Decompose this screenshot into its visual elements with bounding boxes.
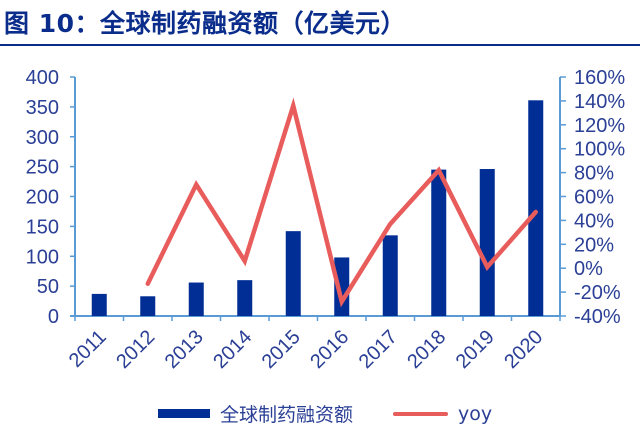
left-axis-tick-label: 250 [26, 157, 59, 179]
title-divider [0, 44, 640, 46]
legend-bar-swatch [158, 409, 210, 418]
bar [528, 100, 544, 317]
right-axis-tick-label: 0% [574, 258, 603, 280]
legend-bar-label: 全球制药融资额 [220, 404, 354, 426]
bar [285, 231, 301, 316]
x-axis: 2011 2012 2013 2014 2015 2016 2017 2018 2019 2020 [65, 315, 561, 373]
left-axis-tick-label: 200 [26, 187, 59, 209]
bar [91, 293, 107, 316]
left-axis-tick-label: 300 [26, 127, 59, 149]
bar [431, 169, 447, 316]
legend-line-swatch [393, 411, 449, 416]
x-axis-tick-label: 2019 [452, 326, 499, 373]
chart-title: 图 10：全球制药融资额（亿美元） [4, 9, 406, 38]
right-axis-tick-label: 20% [574, 234, 614, 256]
bar [479, 169, 495, 316]
bar [188, 282, 204, 316]
x-axis-tick-label: 2017 [355, 326, 402, 373]
right-axis: -40%-20%0%20%40%60%80%100%120%140%160% [559, 67, 625, 328]
left-axis-tick-label: 50 [37, 276, 59, 298]
right-axis-tick-label: -20% [574, 282, 621, 304]
x-axis-tick-label: 2020 [500, 326, 547, 373]
x-axis-tick-label: 2015 [258, 326, 305, 373]
legend-line-label: yoy [458, 402, 493, 425]
right-axis-tick-label: 160% [574, 67, 625, 89]
left-axis-tick-label: 100 [26, 246, 59, 268]
x-axis-tick-label: 2018 [403, 326, 450, 373]
right-axis-tick-label: 100% [574, 139, 625, 161]
left-axis-tick-label: 150 [26, 216, 59, 238]
right-axis-tick-label: 120% [574, 115, 625, 137]
x-axis-tick-label: 2011 [65, 326, 111, 372]
bar [237, 280, 253, 316]
line-series [145, 97, 538, 308]
right-axis-tick-label: 80% [574, 163, 614, 185]
right-axis-tick-label: 40% [574, 210, 614, 232]
right-axis-tick-label: -40% [574, 306, 621, 328]
x-axis-tick-label: 2012 [112, 326, 159, 373]
yoy-line [145, 97, 538, 308]
right-axis-tick-label: 140% [574, 91, 625, 113]
left-axis: 0 50 100 150 200 250 300 350 400 [26, 67, 76, 328]
left-axis-tick-label: 400 [26, 67, 59, 89]
legend: 全球制药融资额 yoy [158, 400, 492, 427]
right-axis-tick-label: 60% [574, 187, 614, 209]
x-axis-tick-label: 2016 [306, 326, 353, 373]
x-axis-tick-label: 2014 [209, 326, 256, 373]
bar-series [91, 100, 544, 317]
bar [334, 257, 350, 316]
bar [382, 235, 398, 316]
left-axis-tick-label: 350 [26, 97, 59, 119]
bar [140, 296, 156, 316]
left-axis-tick-label: 0 [48, 306, 59, 328]
x-axis-tick-label: 2013 [161, 326, 208, 373]
